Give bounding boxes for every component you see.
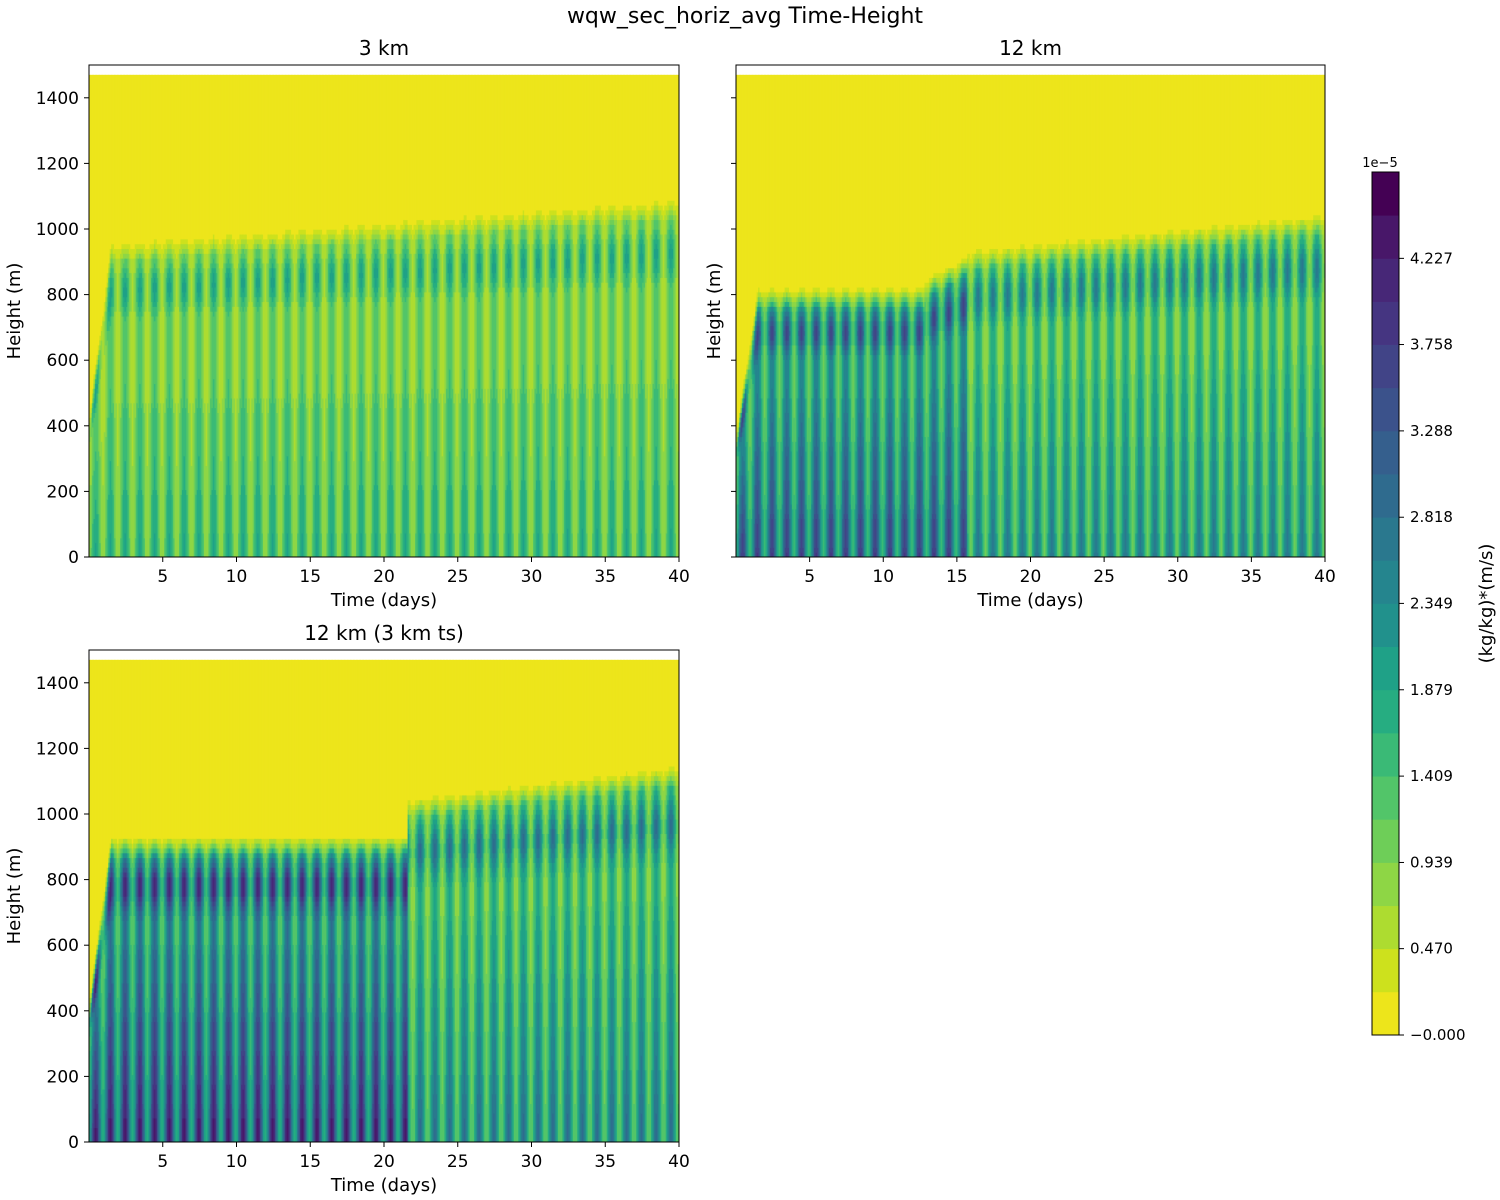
colorbar-band <box>1372 215 1399 259</box>
colorbar-band <box>1372 948 1399 993</box>
panel-p12ts: 5 10 15 20 25 30 35 400200400600800100012001400… <box>4 621 690 1196</box>
colorbar-tick-label: 3.758 <box>1410 336 1453 354</box>
x-tick-label: 35 <box>594 567 616 587</box>
colorbar-band <box>1372 560 1399 604</box>
colorbar-tick-label: 0.470 <box>1410 940 1453 958</box>
colorbar-band <box>1372 301 1399 345</box>
x-tick-label: 15 <box>946 567 968 587</box>
panel-p3: 5 10 15 20 25 30 35 400200400600800100012001400… <box>4 36 690 611</box>
colorbar-tick-label: 3.288 <box>1410 422 1453 440</box>
x-axis-label: Time (days) <box>330 1175 437 1196</box>
x-tick-label: 15 <box>299 567 321 587</box>
x-tick-label: 30 <box>521 567 543 587</box>
x-axis-label: Time (days) <box>976 590 1083 611</box>
x-tick-label: 5 <box>157 567 168 587</box>
colorbar-band <box>1372 172 1399 216</box>
y-tick-label: 1200 <box>36 739 79 759</box>
x-tick-label: 30 <box>521 1152 543 1172</box>
y-tick-label: 800 <box>47 871 79 891</box>
y-tick-label: 1400 <box>36 89 79 109</box>
x-axis-label: Time (days) <box>330 590 437 611</box>
colorbar-tick-label: 1.879 <box>1410 681 1453 699</box>
colorbar-band <box>1372 732 1399 777</box>
colorbar-tick-label: 4.227 <box>1410 249 1453 267</box>
x-tick-label: 20 <box>1020 567 1042 587</box>
colorbar-label: (kg/kg)*(m/s) <box>1476 544 1497 664</box>
colorbar-band <box>1372 344 1399 389</box>
colorbar-offset-label: 1e−5 <box>1362 156 1397 171</box>
colorbar-band <box>1372 474 1399 518</box>
y-axis-label: Height (m) <box>704 263 725 360</box>
contour-field <box>736 74 1325 557</box>
colorbar-tick-label: 2.818 <box>1410 508 1453 526</box>
colorbar-band <box>1372 689 1399 734</box>
colorbar-tick-label: 2.349 <box>1410 594 1453 612</box>
contour-field <box>89 659 679 1142</box>
x-tick-label: 40 <box>668 1152 690 1172</box>
y-tick-label: 1000 <box>36 805 79 825</box>
colorbar-band <box>1372 991 1399 1036</box>
y-tick-label: 400 <box>47 417 79 437</box>
x-tick-label: 10 <box>872 567 894 587</box>
figure-title: wqw_sec_horiz_avg Time-Height <box>567 4 923 29</box>
x-tick-label: 5 <box>157 1152 168 1172</box>
y-tick-label: 800 <box>47 286 79 306</box>
x-tick-label: 25 <box>447 1152 469 1172</box>
y-tick-label: 0 <box>68 548 79 568</box>
y-tick-label: 400 <box>47 1002 79 1022</box>
y-tick-label: 1200 <box>36 154 79 174</box>
x-tick-label: 10 <box>226 1152 248 1172</box>
colorbar-band <box>1372 603 1399 647</box>
y-tick-label: 200 <box>47 1067 79 1087</box>
colorbar-tick-label: −0.000 <box>1410 1026 1466 1044</box>
colorbar-tick-label: 1.409 <box>1410 767 1453 785</box>
panel-title: 12 km <box>999 36 1062 60</box>
panel-title: 12 km (3 km ts) <box>304 621 464 645</box>
contour-field <box>89 74 679 557</box>
x-tick-label: 40 <box>668 567 690 587</box>
panels: 5 10 15 20 25 30 35 400200400600800100012001400… <box>4 36 1336 1196</box>
colorbar: −0.000 0.470 0.939 1.409 1.879 2.349 2.818 3.28… <box>1362 156 1497 1044</box>
y-tick-label: 600 <box>47 936 79 956</box>
x-tick-label: 20 <box>373 567 395 587</box>
y-tick-label: 1400 <box>36 674 79 694</box>
x-tick-label: 25 <box>447 567 469 587</box>
y-tick-label: 600 <box>47 351 79 371</box>
x-tick-label: 10 <box>226 567 248 587</box>
colorbar-band <box>1372 387 1399 432</box>
colorbar-band <box>1372 517 1399 561</box>
x-tick-label: 35 <box>594 1152 616 1172</box>
x-tick-label: 15 <box>299 1152 321 1172</box>
colorbar-tick-label: 0.939 <box>1410 853 1453 871</box>
colorbar-band <box>1372 819 1399 863</box>
panel-p12: 5 10 15 20 25 30 35 40 12 km Time (days) Height (m… <box>704 36 1336 611</box>
y-tick-label: 200 <box>47 482 79 502</box>
colorbar-band <box>1372 905 1399 950</box>
x-tick-label: 30 <box>1167 567 1189 587</box>
y-tick-label: 0 <box>68 1133 79 1153</box>
y-tick-label: 1000 <box>36 220 79 240</box>
x-tick-label: 20 <box>373 1152 395 1172</box>
colorbar-band <box>1372 430 1399 475</box>
colorbar-band <box>1372 258 1399 302</box>
colorbar-band <box>1372 862 1399 907</box>
x-tick-label: 40 <box>1314 567 1336 587</box>
y-axis-label: Height (m) <box>4 848 25 945</box>
colorbar-band <box>1372 646 1399 691</box>
panel-title: 3 km <box>359 36 409 60</box>
x-tick-label: 5 <box>804 567 815 587</box>
y-axis-label: Height (m) <box>4 263 25 360</box>
x-tick-label: 35 <box>1241 567 1263 587</box>
x-tick-label: 25 <box>1093 567 1115 587</box>
colorbar-band <box>1372 776 1399 820</box>
